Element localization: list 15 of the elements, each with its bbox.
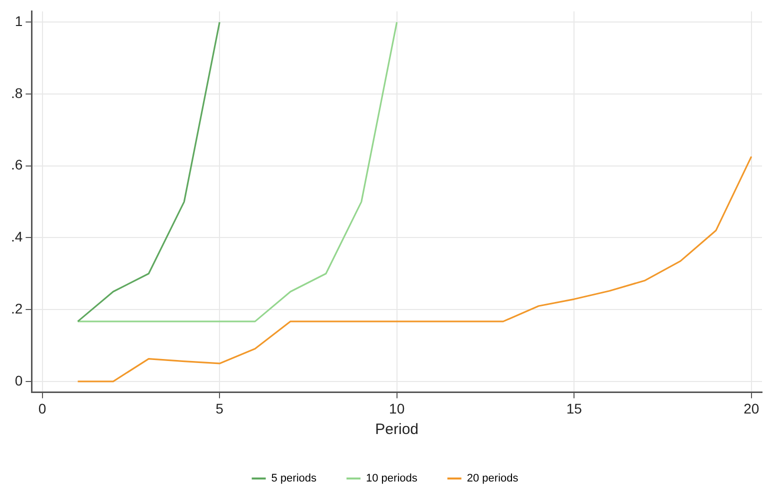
y-tick-label: .6: [10, 156, 23, 173]
y-tick-label: .8: [10, 84, 23, 101]
x-axis-title: Period: [375, 421, 419, 438]
legend-label: 10 periods: [366, 472, 418, 485]
y-tick-label: 0: [14, 372, 23, 388]
y-tick-label: .2: [10, 300, 23, 316]
x-tick-label: 0: [38, 400, 46, 416]
x-tick-label: 5: [216, 400, 224, 416]
x-tick-label: 20: [744, 400, 760, 416]
y-tick-label: 1: [14, 13, 23, 30]
y-tick-label: .4: [10, 228, 23, 245]
x-tick-label: 10: [389, 400, 405, 416]
x-tick-label: 15: [566, 400, 582, 416]
legend-label: 20 periods: [466, 472, 519, 485]
legend-label: 5 periods: [271, 472, 318, 485]
